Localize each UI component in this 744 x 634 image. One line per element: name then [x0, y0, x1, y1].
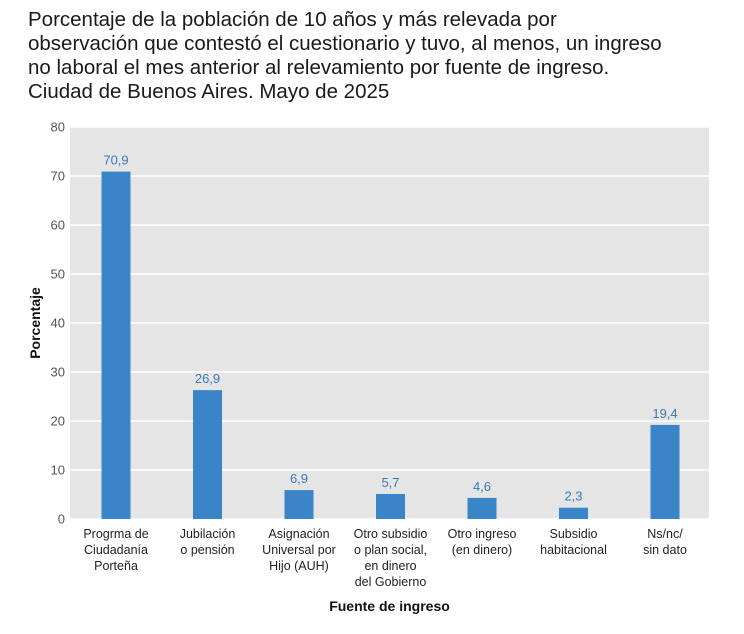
category-label-line: Jubilación [180, 527, 236, 541]
category-label-line: Subsidio [550, 527, 598, 541]
category-label-line: habitacional [540, 543, 607, 557]
y-tick-label: 80 [51, 120, 65, 135]
chart-title: Porcentaje de la población de 10 años y … [28, 8, 728, 104]
category-labels: Progrma de Ciudadanía Porteña Jubilación o p… [83, 527, 687, 589]
category-label: Jubilación o pensión [180, 527, 236, 557]
y-tick-label: 60 [51, 218, 65, 233]
bar [467, 497, 497, 519]
data-label: 2,3 [564, 489, 582, 504]
bar [650, 424, 680, 519]
category-label-line: Otro subsidio [354, 527, 428, 541]
y-tick-labels: 0 10 20 30 40 50 60 70 80 [51, 120, 65, 527]
category-label: Ns/nc/sin dato [643, 527, 687, 557]
title-line: Ciudad de Buenos Aires. Mayo de 2025 [28, 80, 390, 103]
y-tick-label: 30 [51, 365, 65, 380]
category-label-line: Hijo (AUH) [269, 559, 329, 573]
data-label: 19,4 [652, 406, 677, 421]
y-axis-label: Porcentaje [27, 287, 43, 359]
bar [376, 494, 405, 519]
category-label-line: (en dinero) [452, 543, 512, 557]
category-label-line: Ns/nc/ [647, 527, 683, 541]
y-tick-label: 10 [51, 463, 65, 478]
category-label-line: Asignación [268, 527, 329, 541]
y-tick-label: 0 [58, 512, 65, 527]
x-axis-label: Fuente de ingreso [329, 598, 450, 614]
category-label-line: en dinero [364, 559, 416, 573]
category-label-line: del Gobierno [355, 575, 427, 589]
title-line: observación que contestó el cuestionario… [28, 32, 662, 55]
category-label-line: Otro ingreso [448, 527, 517, 541]
bar [559, 507, 588, 519]
category-label-line: sin dato [643, 543, 687, 557]
category-label-line: Porteña [94, 559, 138, 573]
bar [193, 390, 222, 519]
data-label: 5,7 [381, 475, 399, 490]
data-label: 4,6 [473, 479, 491, 494]
title-line: no laboral el mes anterior al relevamien… [28, 56, 610, 79]
bar [284, 490, 314, 519]
data-labels: 70,9 26,9 6,9 5,7 4,6 2,3 19,4 [103, 153, 677, 504]
y-tick-label: 50 [51, 267, 65, 282]
category-label: Asignación Universal por Hijo (AUH) [262, 527, 336, 573]
category-label-line: o pensión [180, 543, 234, 557]
y-tick-label: 20 [51, 414, 65, 429]
category-label-line: Progrma de [83, 527, 148, 541]
category-label-line: Universal por [262, 543, 336, 557]
category-label: Otro ingreso (en dinero) [448, 527, 517, 557]
bar [101, 171, 131, 519]
category-label-line: Ciudadanía [84, 543, 148, 557]
category-label: Subsidio habitacional [540, 527, 607, 557]
y-tick-label: 40 [51, 316, 65, 331]
data-label: 26,9 [195, 371, 220, 386]
data-label: 6,9 [290, 471, 308, 486]
y-tick-label: 70 [51, 169, 65, 184]
category-label: Otro subsidio o plan social, en dinero del … [354, 527, 428, 589]
category-label-line: o plan social, [354, 543, 427, 557]
bars [101, 171, 680, 519]
data-label: 70,9 [103, 153, 128, 168]
title-line: Porcentaje de la población de 10 años y … [28, 8, 557, 31]
category-label: Progrma de Ciudadanía Porteña [83, 527, 148, 573]
